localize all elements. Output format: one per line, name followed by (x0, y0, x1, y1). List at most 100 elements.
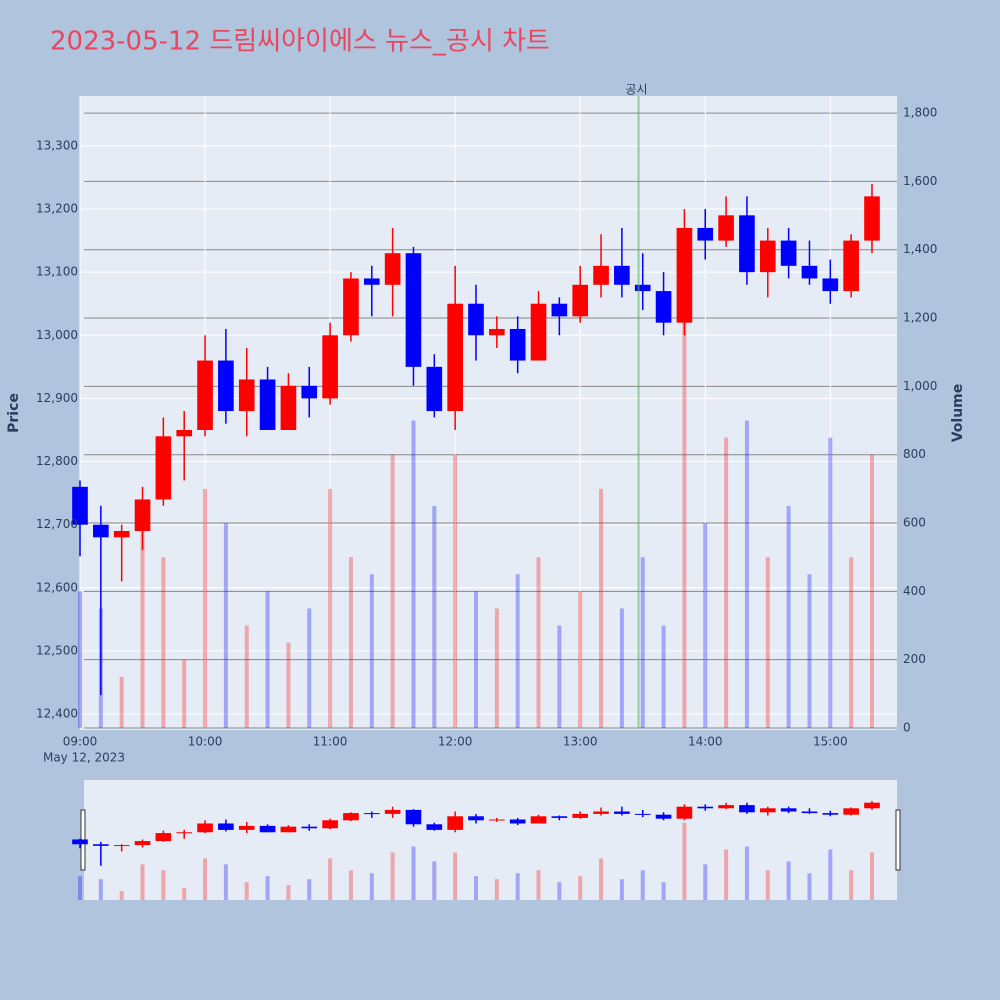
annotation-text: 공시 (626, 83, 648, 97)
mini-candle-body (238, 825, 255, 830)
candle-body (801, 265, 818, 279)
x-tick-label: 09:00 (63, 735, 98, 749)
volume-bar (849, 557, 854, 728)
mini-volume-bar (98, 879, 103, 900)
mini-candle-body (676, 806, 693, 819)
mini-candle-body (489, 819, 505, 821)
volume-bar (78, 591, 82, 728)
mini-volume-bar (557, 882, 562, 900)
mini-volume-bar (161, 870, 166, 900)
mini-candle-body (468, 816, 484, 821)
mini-volume-bar (328, 858, 333, 900)
mini-volume-bar (411, 846, 416, 900)
mini-candle-body (218, 823, 234, 830)
mini-candle-body (822, 813, 839, 815)
mini-candle-body (634, 813, 651, 815)
y2-tick-label: 1,200 (903, 311, 937, 325)
candle-body (384, 253, 401, 285)
mini-volume-bar (515, 873, 520, 900)
candle-body (134, 499, 151, 532)
candle-body (739, 215, 755, 273)
mini-volume-bar (203, 858, 208, 900)
volume-bar (473, 591, 478, 728)
candle-body (572, 284, 589, 317)
mini-volume-bar (182, 888, 187, 900)
candle-body (822, 278, 839, 292)
mini-volume-bar (307, 879, 312, 900)
mini-volume-bar (348, 870, 353, 900)
mini-volume-bar (78, 876, 82, 900)
y-tick-label: 12,400 (36, 707, 78, 721)
y-tick-label: 13,200 (36, 202, 78, 216)
volume-bar (223, 523, 228, 728)
mini-candle-body (572, 813, 589, 818)
mini-candle-body (72, 839, 88, 845)
volume-bar (307, 608, 312, 728)
volume-bar (119, 676, 124, 728)
volume-bar (140, 523, 145, 728)
candle-body (697, 227, 714, 241)
volume-bar (828, 437, 833, 728)
mini-volume-bar (119, 891, 124, 900)
candle-body (259, 379, 276, 430)
candle-body (197, 360, 213, 430)
mini-candle-body (447, 816, 463, 830)
volume-bar (765, 557, 770, 728)
mini-volume-bar (849, 870, 854, 900)
mini-candle-body (384, 809, 401, 814)
mini-candle-body (843, 808, 859, 815)
y-tick-label: 12,600 (36, 580, 78, 594)
mini-volume-bar (223, 864, 228, 900)
mini-volume-bar (473, 876, 478, 900)
y2-tick-label: 400 (903, 584, 926, 598)
mini-candle-body (614, 811, 630, 814)
mini-candle-body (113, 845, 130, 847)
volume-bar (661, 625, 666, 728)
slider-handle[interactable] (895, 809, 901, 871)
y2-tick-label: 200 (903, 652, 926, 666)
y2-tick-label: 1,000 (903, 379, 937, 393)
y2-tick-label: 800 (903, 447, 926, 461)
mini-volume-bar (265, 876, 270, 900)
volume-bar (578, 591, 583, 728)
mini-volume-bar (140, 864, 145, 900)
mini-candle-body (864, 802, 880, 809)
y2-tick-label: 0 (903, 721, 911, 735)
candle-body (593, 265, 609, 285)
mini-volume-bar (744, 846, 749, 900)
volume-bar (453, 454, 458, 728)
mini-candle-body (739, 805, 755, 813)
candle-body (530, 303, 547, 361)
candle-body (405, 253, 422, 367)
y-tick-label: 13,000 (36, 328, 78, 342)
y-tick-label: 12,900 (36, 391, 78, 405)
mini-volume-bar (369, 873, 374, 900)
mini-volume-bar (244, 882, 249, 900)
range-slider[interactable] (84, 780, 897, 900)
plot-area (80, 96, 897, 730)
volume-bar (703, 523, 708, 728)
candle-body (363, 278, 380, 285)
volume-bar (411, 420, 416, 728)
mini-candle-body (551, 816, 568, 818)
mini-candle-body (405, 809, 422, 825)
x-tick-label: 13:00 (563, 735, 598, 749)
volume-bar (369, 574, 374, 728)
candle-body (72, 486, 88, 525)
candle-body (509, 328, 526, 361)
mini-volume-bar (453, 852, 458, 900)
candle-body (864, 196, 880, 241)
mini-volume-bar (390, 852, 395, 900)
mini-candle-body (363, 813, 380, 815)
candle-body (614, 265, 630, 285)
candle-body (655, 291, 672, 323)
mini-volume-bar (494, 879, 499, 900)
candle-body (780, 240, 797, 266)
candle-body (343, 278, 359, 336)
volume-bar (348, 557, 353, 728)
y2-tick-label: 1,600 (903, 174, 937, 188)
chart-title: 2023-05-12 드림씨아이에스 뉴스_공시 차트 (50, 27, 550, 57)
candle-body (447, 303, 463, 412)
mini-candle-body (301, 826, 318, 829)
